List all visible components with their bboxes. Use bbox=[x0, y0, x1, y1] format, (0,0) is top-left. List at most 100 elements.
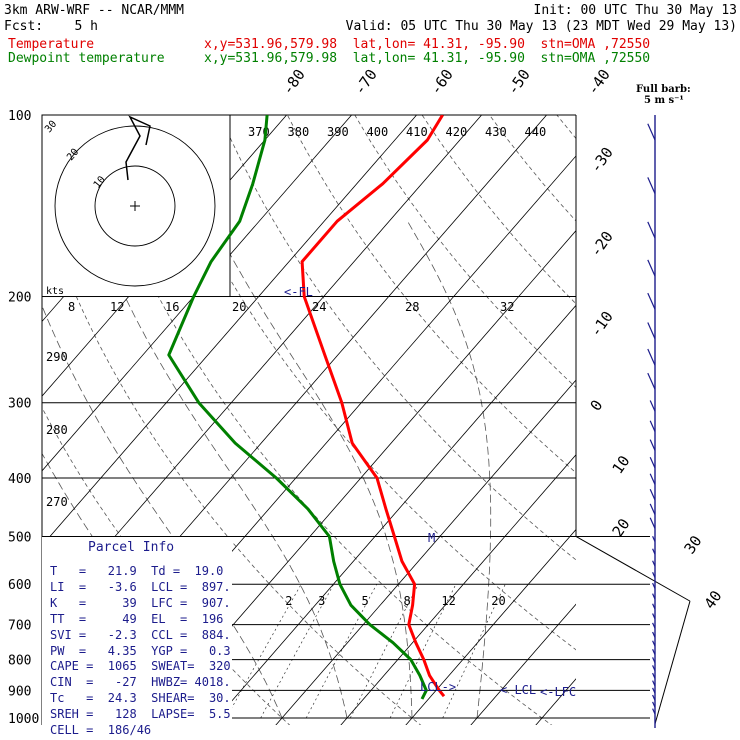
isotherm bbox=[275, 379, 576, 725]
forecast-hour: Fcst: 5 h bbox=[4, 19, 98, 34]
wind-barb bbox=[652, 571, 656, 578]
full-barb-label: Full barb: bbox=[636, 84, 691, 95]
isotherm bbox=[42, 115, 417, 547]
wind-barb bbox=[649, 439, 656, 451]
parcel-info-title: Parcel Info bbox=[88, 540, 175, 555]
pressure-label: 600 bbox=[8, 578, 31, 593]
pressure-label: 400 bbox=[8, 472, 31, 487]
parcel-info-row: LI = -3.6 LCL = 897. bbox=[50, 579, 231, 594]
parcel-info-row: CAPE = 1065 SWEAT= 320 bbox=[50, 659, 231, 674]
wind-barb bbox=[652, 560, 656, 567]
wind-barb bbox=[647, 259, 656, 277]
wind-barb bbox=[647, 123, 656, 141]
wind-barb bbox=[652, 672, 656, 679]
isotherm bbox=[42, 115, 482, 621]
theta-label: 410 bbox=[406, 125, 428, 139]
isotherm bbox=[210, 304, 576, 725]
dry-adiabat bbox=[152, 115, 576, 651]
theta-label: 390 bbox=[327, 125, 349, 139]
wind-barb bbox=[647, 348, 656, 366]
wind-barb bbox=[649, 420, 656, 432]
mixing-ratio-label: 2 bbox=[285, 594, 292, 608]
speed-label: 16 bbox=[165, 300, 179, 314]
moist-adiabat bbox=[92, 221, 348, 719]
temperature-trace bbox=[300, 115, 446, 698]
theta-label: 440 bbox=[525, 125, 547, 139]
parcel-info-row: Tc = 24.3 SHEAR= 30. bbox=[50, 691, 231, 706]
dry-adiabat bbox=[219, 115, 576, 561]
wind-barb bbox=[652, 708, 656, 715]
isotherm-label: -60 bbox=[427, 66, 457, 99]
dewpoint-legend: Dewpoint temperature bbox=[8, 51, 165, 66]
temperature-station-info: x,y=531.96,579.98 lat,lon= 41.31, -95.90… bbox=[204, 37, 651, 52]
right-axis-skew bbox=[575, 536, 691, 602]
pressure-label: 200 bbox=[8, 291, 31, 306]
dry-adiabat bbox=[287, 115, 576, 474]
parcel-info-row: CELL = 186/46 bbox=[50, 723, 152, 737]
pressure-label: 1000 bbox=[8, 712, 39, 727]
wind-barb bbox=[647, 322, 656, 339]
freezing-level-marker: <-FL bbox=[284, 285, 313, 299]
isotherm-label: 10 bbox=[609, 452, 634, 477]
dry-adiabat bbox=[42, 204, 422, 725]
isotherm bbox=[0, 115, 27, 731]
init-time: Init: 00 UTC Thu 30 May 13 bbox=[533, 3, 738, 18]
wind-barb bbox=[652, 694, 656, 701]
valid-time: Valid: 05 UTC Thu 30 May 13 (23 MDT Wed … bbox=[345, 19, 737, 34]
isotherm-label: -80 bbox=[279, 66, 309, 99]
parcel-info-row: CIN = -27 HWBZ= 4018. bbox=[50, 675, 231, 690]
speed-label: 8 bbox=[68, 300, 75, 314]
isotherm bbox=[405, 528, 576, 725]
wind-barb bbox=[652, 701, 656, 708]
mixing-ratio-label: 12 bbox=[441, 594, 455, 608]
wind-barb bbox=[652, 640, 656, 647]
model-title: 3km ARW-WRF -- NCAR/MMM bbox=[4, 3, 185, 18]
wind-barb bbox=[649, 400, 656, 412]
dry-adiabat bbox=[624, 115, 740, 731]
parcel-info-row: PW = 4.35 YGP = 0.3 bbox=[50, 643, 231, 658]
dry-adiabat bbox=[489, 115, 576, 222]
dewpoint-trace bbox=[167, 115, 428, 700]
speed-label: 20 bbox=[232, 300, 246, 314]
dry-adiabat bbox=[354, 115, 576, 389]
parcel-info-row: T = 21.9 Td = 19.0 bbox=[50, 564, 224, 578]
wind-barb bbox=[652, 582, 656, 589]
wind-barb bbox=[652, 657, 656, 664]
parcel-info-row: TT = 49 EL = 196 bbox=[50, 611, 224, 626]
wind-barb bbox=[652, 613, 656, 620]
isotherm-label: -40 bbox=[584, 66, 614, 99]
wind-barb bbox=[649, 473, 656, 485]
lcl-marker: < LCL bbox=[500, 683, 536, 697]
mixing-ratio-label: 5 bbox=[362, 594, 369, 608]
pressure-label: 900 bbox=[8, 684, 31, 699]
isotherm-label: 0 bbox=[587, 397, 607, 415]
wind-barb bbox=[652, 648, 656, 655]
hodograph-trace bbox=[125, 115, 151, 181]
dewpoint-station-info: x,y=531.96,579.98 lat,lon= 41.31, -95.90… bbox=[204, 51, 651, 66]
dry-adiabat bbox=[85, 115, 553, 725]
theta-label: 430 bbox=[485, 125, 507, 139]
speed-label: 24 bbox=[312, 300, 326, 314]
wind-barb bbox=[647, 372, 656, 390]
temperature-legend: Temperature bbox=[8, 37, 95, 52]
isotherm bbox=[42, 115, 352, 472]
lfc-marker: <-LFC bbox=[540, 685, 576, 699]
mixing-ratio-label: 8 bbox=[404, 594, 411, 608]
pressure-label: 700 bbox=[8, 619, 31, 634]
speed-label: 32 bbox=[500, 300, 514, 314]
moist-adiabat bbox=[407, 220, 492, 719]
theta-label: 280 bbox=[46, 423, 68, 437]
isotherm bbox=[535, 678, 576, 725]
wind-barb bbox=[647, 177, 656, 194]
pressure-label: 300 bbox=[8, 397, 31, 412]
wind-barb bbox=[652, 593, 656, 600]
pressure-label: 500 bbox=[8, 530, 31, 545]
dry-adiabat bbox=[0, 115, 32, 731]
dry-adiabat bbox=[421, 115, 576, 305]
speed-label: 28 bbox=[405, 300, 419, 314]
mixing-ratio-label: 3 bbox=[318, 594, 325, 608]
pressure-label: 800 bbox=[8, 654, 31, 669]
theta-label: 290 bbox=[46, 350, 68, 364]
lcl-marker: LCL-> bbox=[420, 680, 456, 694]
